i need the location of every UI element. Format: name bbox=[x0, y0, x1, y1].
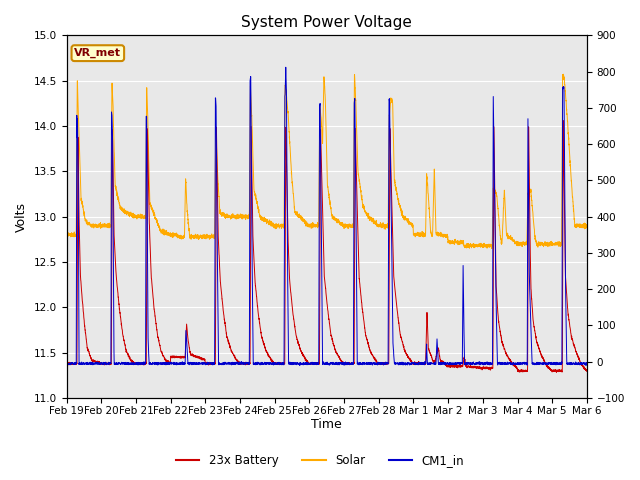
Title: System Power Voltage: System Power Voltage bbox=[241, 15, 412, 30]
X-axis label: Time: Time bbox=[311, 419, 342, 432]
Text: VR_met: VR_met bbox=[74, 48, 122, 58]
Y-axis label: Volts: Volts bbox=[15, 202, 28, 232]
Legend: 23x Battery, Solar, CM1_in: 23x Battery, Solar, CM1_in bbox=[171, 449, 469, 472]
